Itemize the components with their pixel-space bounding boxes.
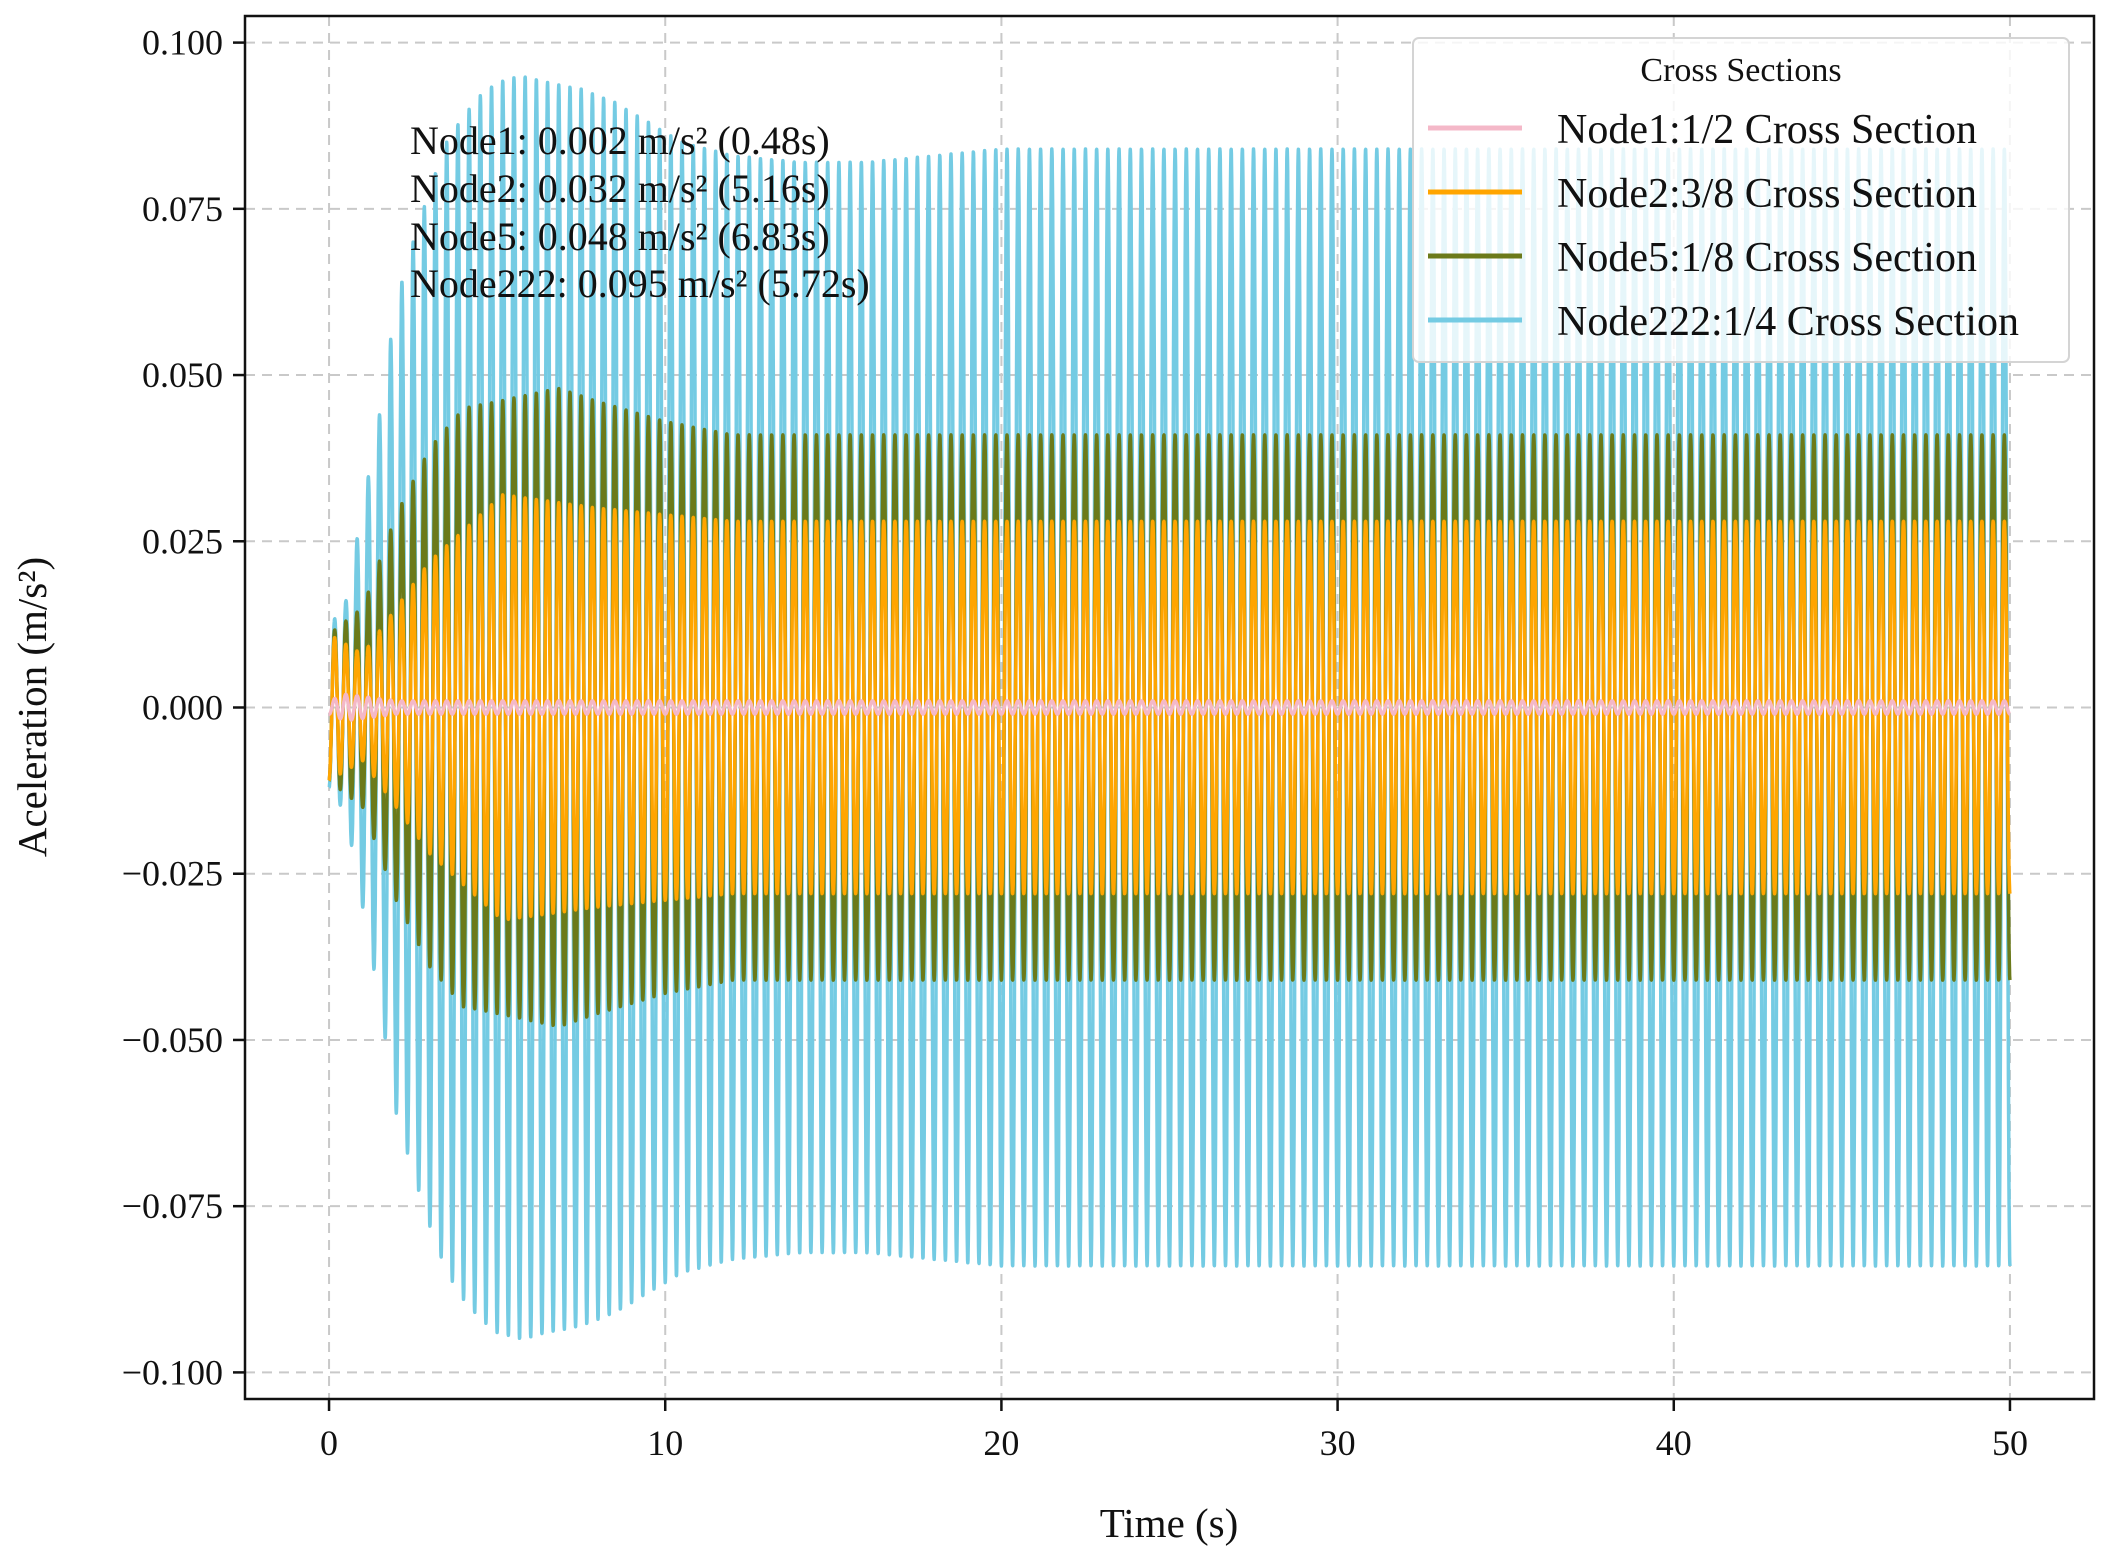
series-line-node1	[327, 692, 2012, 722]
x-axis-ticks: 0 10 20 30 40 50	[320, 1399, 2028, 1463]
legend-box	[1412, 37, 2070, 363]
annotation-node5: Node5: 0.048 m/s² (6.83s)	[410, 214, 830, 259]
y-tick-label: −0.025	[122, 854, 223, 894]
y-tick-label: 0.050	[142, 355, 223, 395]
annotation-node1: Node1: 0.002 m/s² (0.48s)	[410, 118, 830, 163]
x-axis-label: Time (s)	[1100, 1500, 1239, 1546]
legend-label-node2: Node2:3/8 Cross Section	[1557, 171, 1977, 217]
x-tick-label: 50	[1992, 1423, 2028, 1463]
peak-annotations: Node1: 0.002 m/s² (0.48s) Node2: 0.032 m…	[410, 118, 870, 306]
annotation-node222: Node222: 0.095 m/s² (5.72s)	[410, 261, 870, 306]
y-tick-label: −0.100	[122, 1352, 223, 1392]
legend-label-node222: Node222:1/4 Cross Section	[1557, 299, 2019, 345]
x-tick-label: 0	[320, 1423, 338, 1463]
y-tick-label: 0.025	[142, 521, 223, 561]
y-tick-label: 0.075	[142, 189, 223, 229]
series-line-node5	[327, 386, 2012, 1028]
legend-label-node5: Node5:1/8 Cross Section	[1557, 235, 1977, 281]
annotation-node2: Node2: 0.032 m/s² (5.16s)	[410, 166, 830, 211]
y-tick-label: −0.050	[122, 1020, 223, 1060]
y-tick-label: 0.000	[142, 688, 223, 728]
series-line-node2	[327, 493, 2012, 922]
y-axis-label: Aceleration (m/s²)	[9, 557, 55, 857]
y-tick-label: 0.100	[142, 23, 223, 63]
y-tick-label: −0.075	[122, 1186, 223, 1226]
x-tick-label: 10	[647, 1423, 683, 1463]
x-tick-label: 20	[983, 1423, 1019, 1463]
x-tick-label: 40	[1656, 1423, 1692, 1463]
series-lines	[327, 75, 2012, 1341]
legend-label-node1: Node1:1/2 Cross Section	[1557, 107, 1977, 153]
legend-title: Cross Sections	[1640, 52, 1841, 89]
series-line-node222	[327, 75, 2012, 1341]
legend: Cross Sections Node1:1/2 Cross Section N…	[1412, 37, 2070, 363]
y-axis-ticks: 0.100 0.075 0.050 0.025 0.000 −0.025 −0.050 −0.…	[122, 23, 245, 1392]
x-tick-label: 30	[1320, 1423, 1356, 1463]
